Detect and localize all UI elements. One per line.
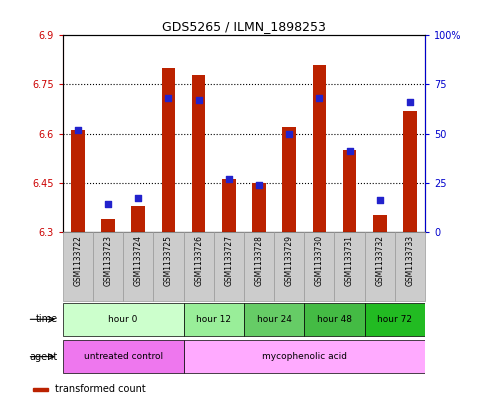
Point — [285, 130, 293, 137]
Bar — [343, 150, 356, 232]
Text: hour 12: hour 12 — [196, 315, 231, 324]
Bar — [334, 232, 365, 301]
Bar — [373, 215, 386, 232]
Text: GSM1133732: GSM1133732 — [375, 235, 384, 286]
Bar — [93, 232, 123, 301]
Bar — [184, 232, 213, 301]
Bar — [63, 232, 93, 301]
Bar — [131, 206, 145, 232]
Point — [376, 197, 384, 204]
Bar — [213, 232, 244, 301]
Bar — [252, 183, 266, 232]
Bar — [162, 68, 175, 232]
Bar — [63, 340, 184, 373]
Bar — [403, 111, 417, 232]
Point — [104, 201, 112, 208]
Point — [74, 127, 82, 133]
Point — [255, 182, 263, 188]
Bar — [71, 130, 85, 232]
Title: GDS5265 / ILMN_1898253: GDS5265 / ILMN_1898253 — [162, 20, 326, 33]
Point — [225, 176, 233, 182]
Text: hour 48: hour 48 — [317, 315, 352, 324]
Text: GSM1133725: GSM1133725 — [164, 235, 173, 286]
Text: hour 0: hour 0 — [109, 315, 138, 324]
Bar — [313, 65, 326, 232]
Text: GSM1133733: GSM1133733 — [405, 235, 414, 286]
Text: agent: agent — [30, 352, 58, 362]
Text: mycophenolic acid: mycophenolic acid — [262, 352, 347, 361]
Bar — [283, 127, 296, 232]
Text: hour 24: hour 24 — [256, 315, 292, 324]
Bar — [184, 303, 244, 336]
Text: GSM1133724: GSM1133724 — [134, 235, 143, 286]
Point — [165, 95, 172, 101]
Point — [134, 195, 142, 202]
Text: GSM1133722: GSM1133722 — [73, 235, 83, 286]
Bar — [244, 303, 304, 336]
Text: GSM1133729: GSM1133729 — [284, 235, 294, 286]
Bar — [395, 232, 425, 301]
Bar — [101, 219, 115, 232]
Bar — [184, 340, 425, 373]
Bar — [33, 388, 48, 391]
Point — [315, 95, 323, 101]
Bar — [192, 75, 205, 232]
Point — [406, 99, 414, 105]
Bar — [63, 303, 184, 336]
Bar — [244, 232, 274, 301]
Bar — [222, 180, 236, 232]
Bar — [274, 232, 304, 301]
Bar — [304, 232, 334, 301]
Text: GSM1133731: GSM1133731 — [345, 235, 354, 286]
Bar — [365, 303, 425, 336]
Text: GSM1133728: GSM1133728 — [255, 235, 264, 286]
Text: GSM1133726: GSM1133726 — [194, 235, 203, 286]
Bar — [304, 303, 365, 336]
Text: GSM1133723: GSM1133723 — [103, 235, 113, 286]
Point — [346, 148, 354, 154]
Text: time: time — [36, 314, 58, 324]
Text: GSM1133727: GSM1133727 — [224, 235, 233, 286]
Bar — [365, 232, 395, 301]
Point — [195, 97, 202, 103]
Bar — [123, 232, 154, 301]
Text: hour 72: hour 72 — [377, 315, 412, 324]
Text: GSM1133730: GSM1133730 — [315, 235, 324, 286]
Text: untreated control: untreated control — [84, 352, 163, 361]
Text: transformed count: transformed count — [55, 384, 145, 393]
Bar — [154, 232, 184, 301]
